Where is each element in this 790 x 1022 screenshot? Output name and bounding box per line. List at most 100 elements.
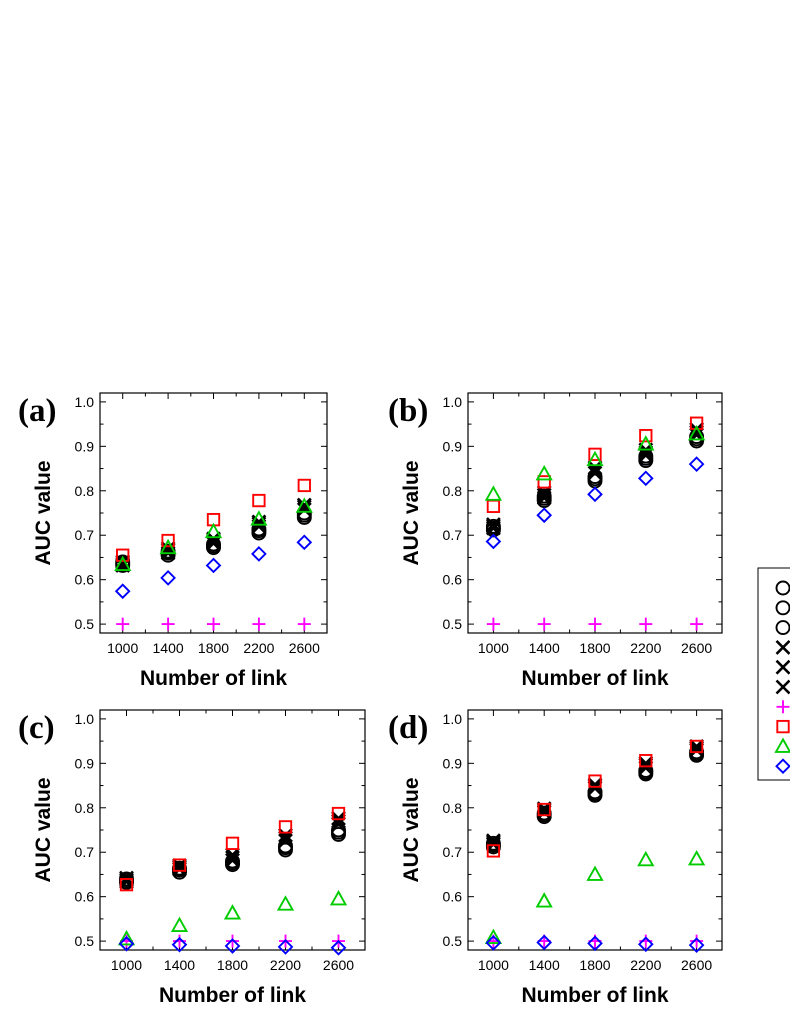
point-a-plus-0 [116, 617, 130, 631]
point-a-plus-3 [252, 617, 266, 631]
x-tick-label-d-2: 1800 [579, 957, 610, 973]
x-tick-label-b-3: 2200 [630, 640, 661, 656]
legend-marker-5 [775, 679, 790, 695]
point-b-diamond-4 [688, 456, 705, 472]
x-tick-label-d-1: 1400 [529, 957, 560, 973]
panel-c: 0.5 0.6 0.7 0.8 0.9 1.0 1000 1400 1800 2200 2600 Nu… [18, 709, 366, 1007]
point-a-cross-3-2 [206, 531, 221, 547]
legend-marker-3 [775, 639, 790, 655]
point-a-triangle-4 [295, 497, 313, 513]
point-a-square-0 [116, 548, 130, 562]
point-a-circle-3-0 [115, 554, 131, 570]
point-b-triangle-2 [586, 450, 604, 467]
point-c-cross-2-2 [225, 850, 240, 865]
legend-box [757, 567, 790, 781]
point-b-triangle-0 [484, 485, 503, 501]
y-axis-label-b: AUC value [400, 460, 423, 565]
point-d-triangle-3 [637, 850, 655, 867]
point-b-plus-3 [639, 617, 653, 631]
legend-marker-8 [774, 737, 790, 753]
point-c-diamond-1 [171, 936, 188, 953]
y-tick-label-a-4: 0.9 [75, 438, 95, 454]
y-tick-label-a-2: 0.7 [75, 527, 95, 543]
y-tick-label-a-3: 0.8 [75, 483, 95, 499]
point-a-square-1 [161, 533, 175, 548]
panel-label-c: (c) [18, 710, 55, 746]
y-axis-label-c: AUC value [32, 777, 55, 882]
legend-marker-4 [775, 659, 790, 675]
point-b-cross-2-3 [638, 445, 654, 460]
panel-b: 0.5 0.6 0.7 0.8 0.9 1.0 1000 1400 1800 2200 2600 Nu… [388, 392, 723, 690]
point-c-plus-1 [173, 934, 186, 948]
point-a-triangle-1 [159, 538, 177, 555]
x-tick-label-d-0: 1000 [478, 957, 509, 973]
x-tick-label-a-1: 1400 [153, 640, 184, 656]
point-a-triangle-0 [114, 555, 132, 572]
x-tick-label-a-0: 1000 [107, 640, 138, 656]
point-a-diamond-1 [160, 570, 176, 586]
point-a-triangle-2 [204, 522, 223, 539]
panel-d: 0.5 0.6 0.7 0.8 0.9 1.0 1000 1400 1800 2200 2600 Nu… [388, 709, 723, 1007]
point-a-cross-1-4 [296, 502, 312, 517]
point-d-triangle-4 [687, 849, 706, 866]
point-b-diamond-0 [485, 533, 502, 550]
point-a-cross-3-4 [296, 497, 312, 513]
y-tick-label-a-5: 1.0 [75, 394, 95, 410]
point-d-cross-3-3 [638, 755, 654, 771]
y-tick-label-a-0: 0.5 [75, 616, 95, 632]
plot-frame-c [99, 709, 366, 951]
point-b-cross-1-1 [536, 490, 552, 506]
point-c-triangle-4 [329, 889, 348, 906]
y-tick-label-d-1: 0.6 [443, 889, 463, 905]
point-c-cross-3-3 [278, 827, 293, 843]
point-b-plus-2 [588, 617, 602, 631]
legend-marker-9 [775, 758, 790, 775]
y-tick-label-d-0: 0.5 [443, 933, 463, 949]
point-c-diamond-2 [224, 938, 241, 954]
plot-frame-d [467, 709, 723, 951]
x-tick-label-a-4: 2600 [289, 640, 320, 656]
point-a-plus-4 [297, 617, 311, 631]
y-tick-label-b-4: 0.9 [443, 438, 463, 454]
point-a-square-3 [252, 493, 266, 508]
point-a-triangle-3 [250, 510, 268, 526]
legend-marker-6 [776, 700, 790, 714]
point-b-square-0 [486, 499, 501, 513]
y-axis-label-d: AUC value [400, 777, 423, 882]
y-tick-label-a-1: 0.6 [75, 572, 95, 588]
point-b-square-1 [537, 475, 551, 489]
legend-marker-2 [775, 620, 790, 636]
point-c-square-2 [225, 836, 240, 850]
x-axis-label-c: Number of link [159, 984, 306, 1007]
point-c-diamond-3 [277, 939, 294, 955]
point-d-triangle-2 [586, 865, 604, 881]
point-c-diamond-0 [118, 935, 135, 952]
point-d-cross-3-2 [587, 777, 603, 793]
panel-label-a: (a) [18, 393, 56, 429]
point-c-diamond-4 [330, 939, 347, 956]
point-b-diamond-3 [637, 470, 654, 487]
point-c-triangle-1 [170, 916, 189, 933]
point-b-triangle-4 [687, 424, 706, 441]
point-b-plus-4 [690, 617, 704, 631]
point-b-cross-2-1 [536, 487, 552, 503]
point-d-square-0 [486, 844, 501, 858]
point-d-diamond-4 [688, 937, 705, 953]
x-tick-label-b-1: 1400 [529, 640, 560, 656]
x-tick-label-b-2: 1800 [579, 640, 610, 656]
panel-a: 0.5 0.6 0.7 0.8 0.9 1.0 1000 1400 1800 2200 2600Nu… [18, 392, 328, 690]
point-d-diamond-1 [536, 934, 553, 951]
y-axis-label-a: AUC value [32, 460, 55, 565]
y-tick-label-b-0: 0.5 [443, 616, 463, 632]
x-tick-label-c-4: 2600 [323, 957, 354, 973]
panel-label-b: (b) [388, 393, 428, 429]
y-tick-label-d-3: 0.8 [443, 800, 463, 816]
point-d-triangle-0 [484, 928, 503, 945]
point-b-cross-3-2 [587, 460, 603, 476]
point-b-circle-3-1 [536, 488, 552, 504]
point-a-cross-1-2 [206, 535, 221, 551]
point-b-diamond-1 [536, 507, 553, 524]
point-b-cross-1-3 [638, 447, 654, 463]
y-tick-label-c-3: 0.8 [75, 800, 95, 816]
